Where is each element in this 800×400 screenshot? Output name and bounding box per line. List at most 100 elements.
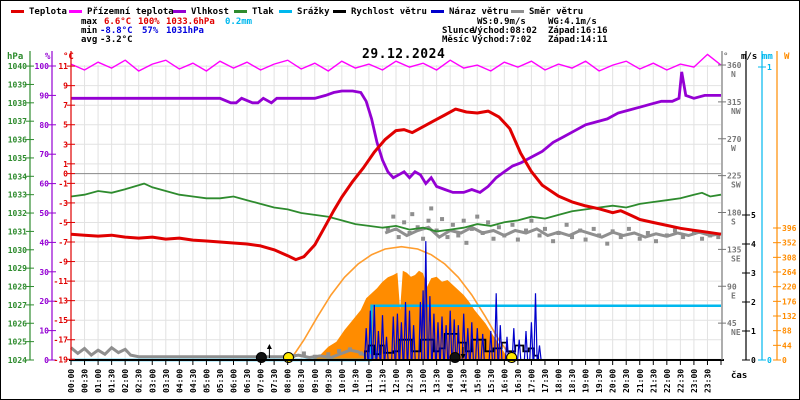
time-tick-label: 08:00 — [284, 369, 293, 393]
time-tick-label: 06:00 — [230, 369, 239, 393]
pressure-axis-tick-label: 1033 — [8, 191, 27, 200]
time-tick-label: 02:00 — [121, 369, 130, 393]
humidity-axis-tick-label: 90 — [39, 91, 49, 100]
time-tick-label: 16:00 — [500, 369, 509, 393]
time-tick-label: 06:30 — [243, 369, 252, 393]
windspeed-axis-tick-label: 2 — [751, 298, 756, 307]
solar-measured-area — [312, 270, 510, 360]
solar-axis-tick-label: 308 — [782, 253, 797, 262]
legend-label: Srážky — [297, 7, 330, 17]
time-tick-label: 16:30 — [514, 369, 523, 393]
pressure-axis-tick-label: 1029 — [8, 264, 27, 273]
x-axis-label: čas — [731, 371, 748, 381]
temperature-axis-tick-label: 1 — [63, 160, 68, 169]
time-tick-label: 22:30 — [676, 369, 685, 393]
direction-axis-tick-label: 270 — [727, 135, 742, 144]
time-tick-label: 11:00 — [365, 369, 374, 393]
temperature-axis-tick-label: 7 — [63, 101, 68, 110]
legend-item-rychlost-v-tru: Rychlost větru — [333, 7, 427, 17]
direction-axis-tick-label: 180 — [727, 209, 742, 218]
legend-swatch — [69, 10, 82, 13]
solar-axis-tick-label: 396 — [782, 224, 797, 233]
sun-label: Slunce — [442, 26, 475, 36]
time-tick-label: 10:00 — [338, 369, 347, 393]
precip-axis: mm1 0 — [758, 51, 773, 365]
time-tick-label: 09:30 — [324, 369, 333, 393]
time-tick-label: 21:30 — [649, 369, 658, 393]
precip-axis-unit: mm — [762, 52, 773, 62]
sunrise-time: Východ:08:02 — [472, 26, 538, 36]
solar-axis-tick-label: 220 — [782, 283, 797, 292]
time-tick-label: 05:30 — [216, 369, 225, 393]
pressure-axis-tick-label: 1035 — [8, 154, 27, 163]
legend-label: Náraz větru — [449, 7, 509, 17]
temperature-axis-tick-label: -11 — [54, 277, 69, 286]
direction-axis-tick-label: 225 — [727, 172, 742, 181]
time-tick-label: 12:00 — [392, 369, 401, 393]
temperature-axis-tick-label: -15 — [54, 316, 69, 325]
temperature-axis-tick-label: -1 — [58, 179, 68, 188]
legend-swatch — [279, 10, 292, 13]
time-tick-label: 18:00 — [555, 369, 564, 393]
gridlines — [71, 65, 721, 360]
direction-axis-tick-label: 360 — [727, 61, 742, 70]
direction-axis-compass-label: S — [731, 218, 736, 227]
legend-swatch — [173, 10, 186, 13]
legend-swatch — [431, 10, 444, 13]
humidity-axis-tick-label: 70 — [39, 150, 49, 159]
stat-min-label: min — [81, 26, 98, 36]
time-tick-label: 11:30 — [378, 369, 387, 393]
temperature-axis-tick-label: 3 — [63, 140, 68, 149]
moon-label: Měsíc — [442, 35, 470, 45]
time-tick-label: 09:00 — [311, 369, 320, 393]
time-tick-label: 04:30 — [189, 369, 198, 393]
legend-swatch — [11, 10, 24, 13]
legend-label: Teplota — [29, 7, 67, 17]
legend-label: Vlhkost — [191, 7, 229, 17]
time-tick-label: 15:30 — [487, 369, 496, 393]
humidity-axis-tick-label: 50 — [39, 209, 49, 218]
solar-axis-tick-label: 88 — [782, 327, 792, 336]
time-tick-label: 12:30 — [406, 369, 415, 393]
moonrise-time: Východ:7:02 — [472, 35, 532, 45]
pressure-axis-tick-label: 1030 — [8, 246, 27, 255]
wind-direction-series — [70, 206, 722, 360]
time-axis: 00:00 00:30 01:00 01:30 02:00 02:30 03:00 03:30… — [67, 359, 724, 393]
direction-axis-tick-label: 90 — [727, 282, 737, 291]
time-tick-label: 02:30 — [135, 369, 144, 393]
pressure-axis-tick-label: 1024 — [8, 356, 27, 365]
pressure-axis-tick-label: 1040 — [8, 62, 27, 71]
humidity-axis-tick-label: 0 — [44, 356, 49, 365]
temperature-axis-tick-label: -9 — [58, 258, 68, 267]
legend-item-teplota: Teplota — [11, 7, 67, 17]
direction-axis-compass-label: SE — [731, 254, 741, 263]
legend-label: Tlak — [252, 7, 274, 17]
pressure-axis-tick-label: 1034 — [8, 172, 27, 181]
stat-min-temp: -8.8°C — [100, 26, 133, 36]
pressure-axis-tick-label: 1028 — [8, 283, 27, 292]
humidity-axis-tick-label: 80 — [39, 121, 49, 130]
direction-axis-compass-label: NE — [731, 328, 741, 337]
temperature-axis-tick-label: -7 — [58, 238, 68, 247]
temperature-axis-tick-label: -5 — [58, 218, 68, 227]
temperature-axis-tick-label: -13 — [54, 297, 69, 306]
legend-label: Směr větru — [529, 7, 584, 17]
legend-label: Přízemní teplota — [87, 7, 174, 17]
windspeed-axis-tick-label: 4 — [751, 240, 756, 249]
time-tick-label: 19:00 — [582, 369, 591, 393]
windspeed-axis-unit: m/s — [741, 52, 757, 62]
stat-max-pressure: 1033.6hPa — [166, 17, 215, 27]
solar-axis: W 396 352 308 264 220 176 132 88 44 0 — [773, 51, 797, 365]
stat-min-humidity: 57% — [142, 26, 159, 36]
time-tick-label: 13:30 — [433, 369, 442, 393]
chart-title-date: 29.12.2024 — [362, 47, 446, 62]
humidity-axis-unit: % — [45, 52, 51, 62]
time-tick-label: 04:00 — [175, 369, 184, 393]
windspeed-axis: m/s 5 4 3 2 1 0 — [741, 51, 757, 365]
time-tick-label: 18:30 — [568, 369, 577, 393]
direction-axis-compass-label: E — [731, 291, 736, 300]
